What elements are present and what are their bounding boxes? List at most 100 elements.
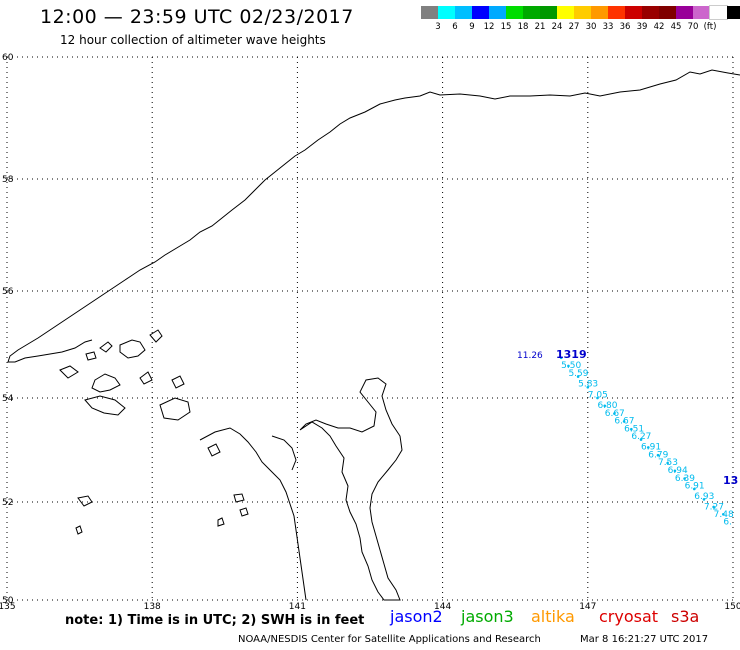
swh-value-label: 6.39 bbox=[675, 474, 695, 484]
lat-tick-label: 58 bbox=[2, 175, 14, 185]
lat-tick-label: 54 bbox=[2, 394, 14, 404]
legend-swatch bbox=[642, 6, 659, 19]
swh-value-label: 6.80 bbox=[597, 401, 617, 411]
legend-label: 27 bbox=[568, 22, 580, 32]
legend-label: 18 bbox=[517, 22, 529, 32]
footer-note: note: 1) Time is in UTC; 2) SWH is in fe… bbox=[65, 613, 365, 628]
track-point bbox=[559, 356, 563, 360]
legend-label: 12 bbox=[483, 22, 495, 32]
lon-tick-label: 150 bbox=[724, 602, 740, 612]
lon-tick-label: 135 bbox=[0, 602, 16, 612]
swh-value-label: 7.27 bbox=[704, 502, 724, 512]
track-point bbox=[603, 404, 607, 408]
satellite-label-s3a: s3a bbox=[671, 607, 700, 626]
footer-credit: NOAA/NESDIS Center for Satellite Applica… bbox=[238, 634, 541, 645]
altimeter-track bbox=[559, 356, 725, 516]
legend-label: 15 bbox=[500, 22, 512, 32]
legend-label: 33 bbox=[602, 22, 614, 32]
legend-swatch bbox=[625, 6, 642, 19]
track-point bbox=[683, 477, 686, 480]
legend-label: 70 bbox=[687, 22, 699, 32]
swh-value-label: 6.79 bbox=[648, 450, 668, 460]
legend-label: 9 bbox=[469, 22, 475, 32]
satellite-label-jason3: jason3 bbox=[461, 607, 514, 626]
swh-value-label: 6. bbox=[723, 517, 732, 527]
track-point bbox=[567, 364, 570, 368]
legend-label: 45 bbox=[670, 22, 682, 32]
lat-tick-label: 52 bbox=[2, 498, 13, 508]
lat-tick-label: 60 bbox=[2, 53, 14, 63]
pass-number-label: 1319 bbox=[556, 348, 587, 361]
legend-swatch bbox=[709, 5, 728, 20]
swh-value-label: 5.50 bbox=[561, 361, 581, 371]
sakhalin-island bbox=[299, 377, 403, 601]
footer-timestamp: Mar 8 16:21:27 UTC 2017 bbox=[580, 634, 709, 645]
satellite-label-altika: altika bbox=[531, 607, 575, 626]
swh-value-label: 5.59 bbox=[568, 369, 588, 379]
legend-swatch bbox=[472, 6, 489, 19]
swh-value-label: 6.91 bbox=[685, 482, 705, 492]
wave-height-color-legend bbox=[421, 5, 740, 20]
legend-swatch bbox=[608, 6, 625, 19]
swh-value-label: 6.91 bbox=[641, 443, 661, 453]
legend-swatch bbox=[438, 6, 455, 19]
track-point bbox=[702, 498, 706, 501]
axis-tick-labels: 135 138 141 144 147 150 60 58 56 54 52 50 bbox=[0, 53, 740, 612]
legend-swatch bbox=[727, 6, 740, 19]
track-point bbox=[596, 396, 599, 400]
legend-swatch bbox=[489, 6, 506, 19]
swh-value-label: 7.48 bbox=[714, 510, 734, 520]
track-point bbox=[656, 453, 660, 457]
swh-value-label: 7.53 bbox=[658, 458, 678, 468]
track-point bbox=[630, 427, 633, 431]
legend-swatch bbox=[591, 6, 608, 19]
map-title: 12:00 — 23:59 UTC 02/23/2017 bbox=[40, 6, 354, 28]
legend-swatch bbox=[693, 6, 710, 19]
lon-tick-label: 147 bbox=[579, 602, 596, 612]
graticule bbox=[6, 56, 734, 601]
legend-label: 21 bbox=[534, 22, 546, 32]
track-point bbox=[639, 438, 643, 441]
lat-tick-label: 56 bbox=[2, 287, 14, 297]
legend-swatch bbox=[574, 6, 591, 19]
map-subtitle: 12 hour collection of altimeter wave hei… bbox=[60, 33, 326, 47]
legend-label: 42 bbox=[653, 22, 665, 32]
swh-value-label: 5.83 bbox=[578, 380, 598, 390]
track-point bbox=[673, 469, 677, 473]
legend-swatch bbox=[506, 6, 523, 19]
legend-label: 3 bbox=[435, 22, 441, 32]
track-point bbox=[666, 461, 669, 465]
swh-value-label: 6.27 bbox=[631, 432, 651, 442]
track-point bbox=[722, 512, 725, 516]
swh-value-label: 6.94 bbox=[668, 466, 688, 476]
legend-swatch bbox=[540, 6, 557, 19]
legend-swatch bbox=[659, 6, 676, 19]
amur-coast bbox=[91, 373, 121, 393]
track-point bbox=[576, 375, 580, 378]
legend-label: 6 bbox=[452, 22, 458, 32]
track-point bbox=[622, 420, 626, 423]
legend-swatch bbox=[455, 6, 472, 19]
satellite-label-jason2: jason2 bbox=[390, 607, 443, 626]
track-point bbox=[692, 487, 696, 491]
khabarovsk-coast bbox=[199, 427, 307, 601]
track-point bbox=[647, 446, 650, 449]
track-point bbox=[586, 386, 590, 389]
swh-value-label: 6.67 bbox=[614, 417, 634, 427]
coastline bbox=[7, 69, 740, 601]
legend-label: 36 bbox=[619, 22, 631, 32]
legend-swatch bbox=[523, 6, 540, 19]
swh-value-label: 6.67 bbox=[605, 409, 625, 419]
shantar-islands bbox=[119, 339, 146, 359]
legend-label: 39 bbox=[636, 22, 648, 32]
track-swh-labels: 5.505.595.837.056.806.676.676.516.276.91… bbox=[561, 361, 734, 527]
swh-value-label: 6.93 bbox=[694, 492, 714, 502]
legend-swatch bbox=[557, 6, 574, 19]
satellite-label-cryosat: cryosat bbox=[599, 607, 659, 626]
lon-tick-label: 141 bbox=[289, 602, 306, 612]
legend-swatch bbox=[676, 6, 693, 19]
lat-tick-label: 50 bbox=[2, 596, 14, 606]
lon-tick-label: 144 bbox=[434, 602, 451, 612]
pass-number-label-2: 13 bbox=[723, 474, 738, 487]
